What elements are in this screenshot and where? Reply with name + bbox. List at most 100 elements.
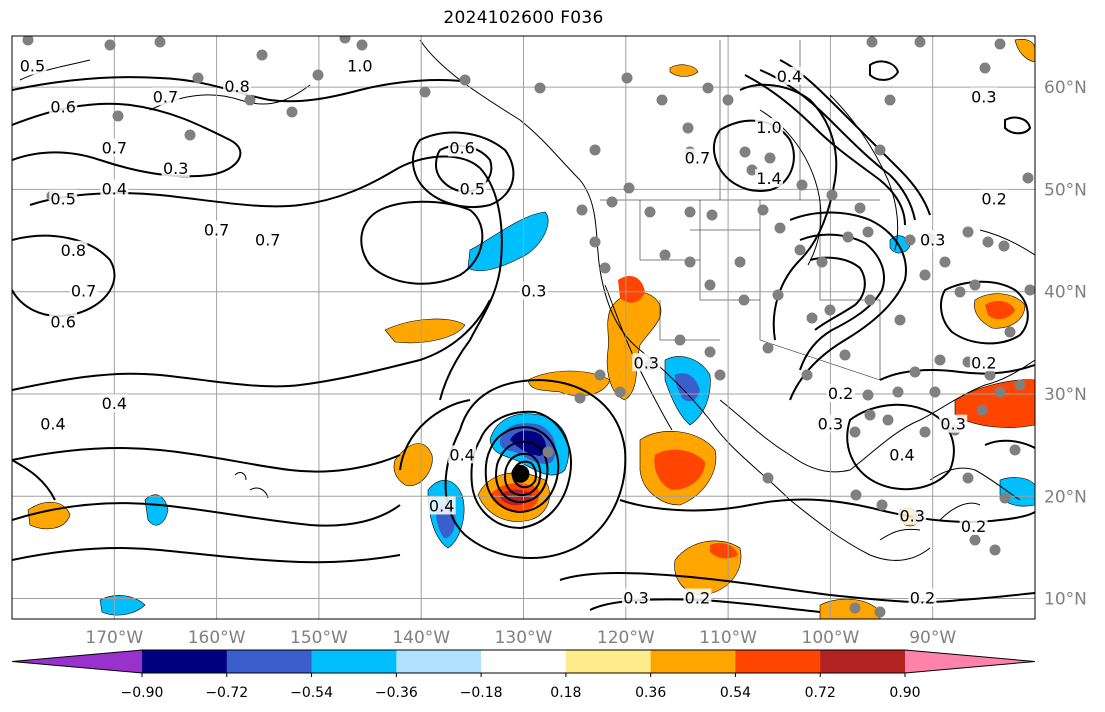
contour-label-background <box>519 281 548 300</box>
station-dot <box>702 82 714 94</box>
station-dot <box>842 231 854 243</box>
station-dot <box>589 236 601 248</box>
positive-region <box>710 543 738 559</box>
station-dot <box>746 164 758 176</box>
contour-label: 0.2 <box>685 589 710 608</box>
colorbar-tick-label: 0.72 <box>805 685 836 701</box>
station-dot <box>659 249 671 261</box>
station-dot <box>714 369 726 381</box>
latitude-label: 10°N <box>1044 590 1087 610</box>
station-dot <box>929 386 941 398</box>
station-dot <box>656 94 668 106</box>
positive-region <box>527 370 611 396</box>
contour-label-background <box>959 516 988 535</box>
station-dot <box>574 392 586 404</box>
station-dot <box>894 314 906 326</box>
station-dot <box>589 144 601 156</box>
positive-region <box>384 318 466 344</box>
latitude-label: 60°N <box>1044 78 1087 98</box>
contour-label: 0.3 <box>634 353 659 372</box>
longitude-label: 150°W <box>290 628 348 648</box>
contour-label: 0.8 <box>61 241 86 260</box>
station-dot <box>806 312 818 324</box>
contour-label-background <box>427 496 456 515</box>
contour-label: 0.6 <box>50 312 75 331</box>
longitude-label: 160°W <box>188 628 246 648</box>
contour-label-background <box>161 158 190 177</box>
station-dot <box>909 366 921 378</box>
latitude-label: 40°N <box>1044 283 1087 303</box>
station-dot <box>704 346 716 358</box>
station-dot <box>104 39 116 51</box>
latitude-label: 30°N <box>1044 385 1087 405</box>
station-dot <box>757 204 769 216</box>
contour-label-background <box>38 414 67 433</box>
station-dot <box>998 240 1010 252</box>
contour-label-background <box>100 179 129 198</box>
station-dot <box>684 206 696 218</box>
station-dot <box>874 606 886 618</box>
longitude-label: 140°W <box>392 628 450 648</box>
contour-label-background <box>253 230 282 249</box>
station-dot <box>874 144 886 156</box>
station-dot <box>904 234 916 246</box>
contour-label: 0.3 <box>971 87 996 106</box>
longitude-label: 120°W <box>597 628 655 648</box>
colorbar-extend-low <box>12 650 142 673</box>
contour-label-background <box>908 588 937 607</box>
station-dot <box>882 414 894 426</box>
negative-region <box>144 494 169 526</box>
contour-labels: 0.5 0.6 0.7 0.8 1.0 0.6 0.5 0.7 0.3 0.4 0.5 0.7 0.7 0… <box>18 56 1009 608</box>
contour-label: 0.7 <box>204 220 229 239</box>
station-dot <box>969 534 981 546</box>
station-dot <box>866 36 878 48</box>
station-dot <box>982 236 994 248</box>
colorbar-tick-label: 0.36 <box>635 685 666 701</box>
station-dot <box>984 369 996 381</box>
station-dot <box>706 209 718 221</box>
contour-label: 0.3 <box>900 507 925 526</box>
station-dot <box>738 294 750 306</box>
contour-label: 0.5 <box>50 190 75 209</box>
contour-label: 0.4 <box>102 179 127 198</box>
station-dot <box>112 110 124 122</box>
contour-label: 0.4 <box>102 394 127 413</box>
station-dot <box>312 69 324 81</box>
colorbar-segment <box>820 650 906 673</box>
contour-label-background <box>69 281 98 300</box>
station-dot <box>862 389 874 401</box>
station-dot <box>849 426 861 438</box>
longitude-label: 130°W <box>495 628 553 648</box>
contour-label: 1.0 <box>756 118 781 137</box>
station-dot <box>962 472 974 484</box>
contour-label: 0.4 <box>429 496 454 515</box>
station-dot <box>826 189 838 201</box>
contour-label: 0.2 <box>971 353 996 372</box>
contour-label: 0.3 <box>623 589 648 608</box>
contour-label-background <box>898 506 927 525</box>
station-dot <box>22 36 34 46</box>
colorbar-tick-label: −0.36 <box>375 685 418 701</box>
contour-label: 0.3 <box>940 415 965 434</box>
station-dot <box>892 386 904 398</box>
contour-label: 0.7 <box>255 231 280 250</box>
station-dot <box>772 289 784 301</box>
contour-label-background <box>755 118 784 137</box>
colorbar-tick-label: −0.72 <box>205 685 248 701</box>
contour-label-background <box>49 97 78 116</box>
station-dot <box>459 74 471 86</box>
contour-label: 0.4 <box>40 415 65 434</box>
contour-label: 0.2 <box>961 517 986 536</box>
contour-label-background <box>826 383 855 402</box>
station-dot <box>794 244 806 256</box>
colorbar-tick-label: 0.90 <box>889 685 920 701</box>
contour-label-background <box>448 445 477 464</box>
station-dot <box>704 279 716 291</box>
station-dot <box>256 49 268 61</box>
station-dot <box>419 86 431 98</box>
contour-label: 0.2 <box>828 384 853 403</box>
contour-label: 1.4 <box>756 169 781 188</box>
longitude-labels: 170°W 160°W 150°W 140°W 130°W 120°W 110°W 100°W… <box>85 628 956 648</box>
positive-region <box>654 449 705 490</box>
contour-label-background <box>683 148 712 167</box>
